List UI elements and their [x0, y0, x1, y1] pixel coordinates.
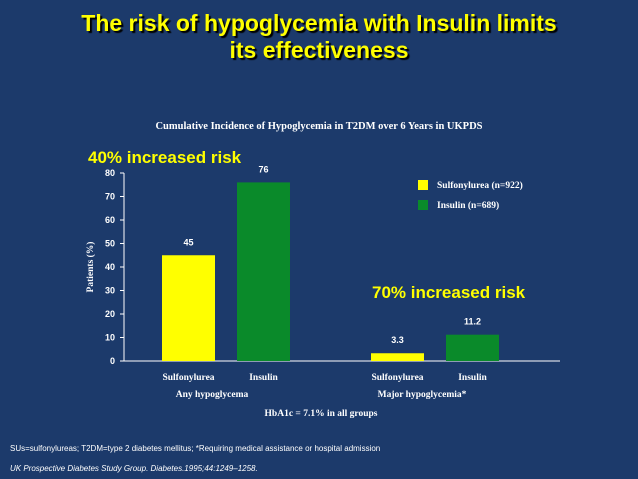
x-group-label: Any hypoglycema	[176, 390, 249, 400]
legend-label: Sulfonylurea (n=922)	[437, 180, 523, 191]
callout-major-hypoglycemia: 70% increased risk	[372, 283, 526, 302]
x-category-label: Sulfonylurea	[162, 373, 214, 383]
x-group-label: Major hypoglycemia*	[378, 390, 467, 400]
bar-value-label: 3.3	[391, 335, 404, 345]
x-axis-label: HbA1c = 7.1% in all groups	[265, 409, 378, 419]
x-category-label: Sulfonylurea	[371, 373, 423, 383]
y-tick-label: 40	[105, 262, 115, 272]
y-tick-label: 0	[110, 356, 115, 366]
legend-label: Insulin (n=689)	[437, 200, 499, 211]
y-tick-label: 80	[105, 168, 115, 178]
legend-swatch	[418, 200, 428, 210]
abbreviations-footnote: SUs=sulfonylureas; T2DM=type 2 diabetes …	[10, 444, 381, 453]
x-category-label: Insulin	[249, 373, 278, 383]
y-tick-label: 20	[105, 309, 115, 319]
reference-citation: UK Prospective Diabetes Study Group. Dia…	[10, 464, 258, 473]
y-tick-label: 30	[105, 286, 115, 296]
callout-any-hypoglycemia: 40% increased risk	[88, 148, 242, 167]
chart-title: Cumulative Incidence of Hypoglycemia in …	[155, 121, 483, 132]
y-tick-label: 60	[105, 215, 115, 225]
x-category-label: Insulin	[458, 373, 487, 383]
bar-insulin-group1	[237, 182, 290, 361]
slide-title-line2: its effectiveness	[229, 37, 409, 63]
bar-sulfonylurea-group1	[162, 255, 215, 361]
y-tick-label: 50	[105, 239, 115, 249]
bar-sulfonylurea-group2	[371, 353, 424, 361]
bar-value-label: 76	[258, 164, 268, 174]
y-tick-label: 10	[105, 333, 115, 343]
bar-value-label: 45	[183, 237, 193, 247]
bar-insulin-group2	[446, 334, 499, 361]
y-axis-label: Patients (%)	[85, 242, 96, 293]
y-tick-label: 70	[105, 192, 115, 202]
legend-swatch	[418, 180, 428, 190]
slide-title: The risk of hypoglycemia with Insulin li…	[0, 10, 638, 64]
bar-value-label: 11.2	[464, 317, 481, 327]
slide-title-line1: The risk of hypoglycemia with Insulin li…	[81, 10, 557, 36]
